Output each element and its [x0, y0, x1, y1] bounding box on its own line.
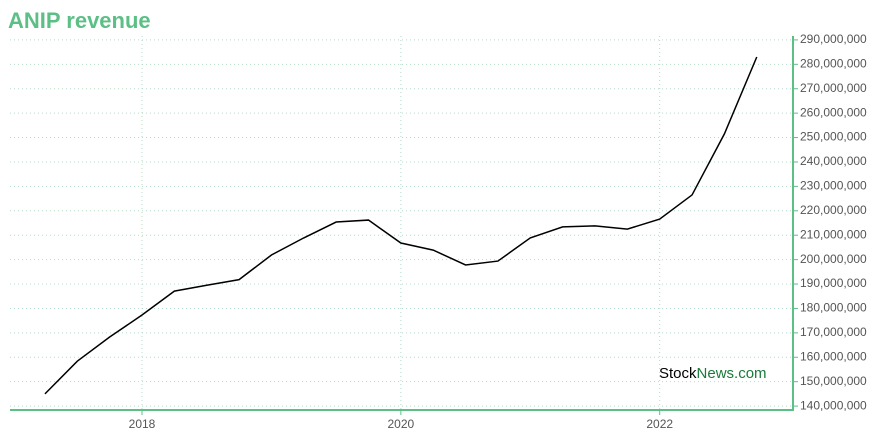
- watermark: StockNews.com: [659, 365, 767, 382]
- y-tick-label: 230,000,000: [800, 179, 867, 193]
- x-tick-label: 2018: [129, 417, 156, 431]
- watermark-part: Stock: [659, 365, 697, 382]
- y-tick-label: 150,000,000: [800, 374, 867, 388]
- y-tick-label: 270,000,000: [800, 81, 867, 95]
- x-tick-label: 2020: [388, 417, 415, 431]
- y-tick-label: 280,000,000: [800, 56, 867, 70]
- chart-title: ANIP revenue: [8, 8, 151, 33]
- x-tick-label: 2022: [646, 417, 673, 431]
- y-tick-label: 220,000,000: [800, 203, 867, 217]
- y-tick-label: 140,000,000: [800, 398, 867, 412]
- y-tick-label: 210,000,000: [800, 227, 867, 241]
- y-tick-label: 160,000,000: [800, 349, 867, 363]
- y-tick-label: 240,000,000: [800, 154, 867, 168]
- y-tick-label: 190,000,000: [800, 276, 867, 290]
- watermark-part: News.com: [697, 365, 767, 382]
- y-tick-label: 180,000,000: [800, 301, 867, 315]
- y-tick-label: 250,000,000: [800, 130, 867, 144]
- y-tick-label: 260,000,000: [800, 105, 867, 119]
- y-tick-label: 170,000,000: [800, 325, 867, 339]
- y-tick-label: 200,000,000: [800, 252, 867, 266]
- line: [44, 56, 758, 395]
- y-tick-label: 290,000,000: [800, 32, 867, 46]
